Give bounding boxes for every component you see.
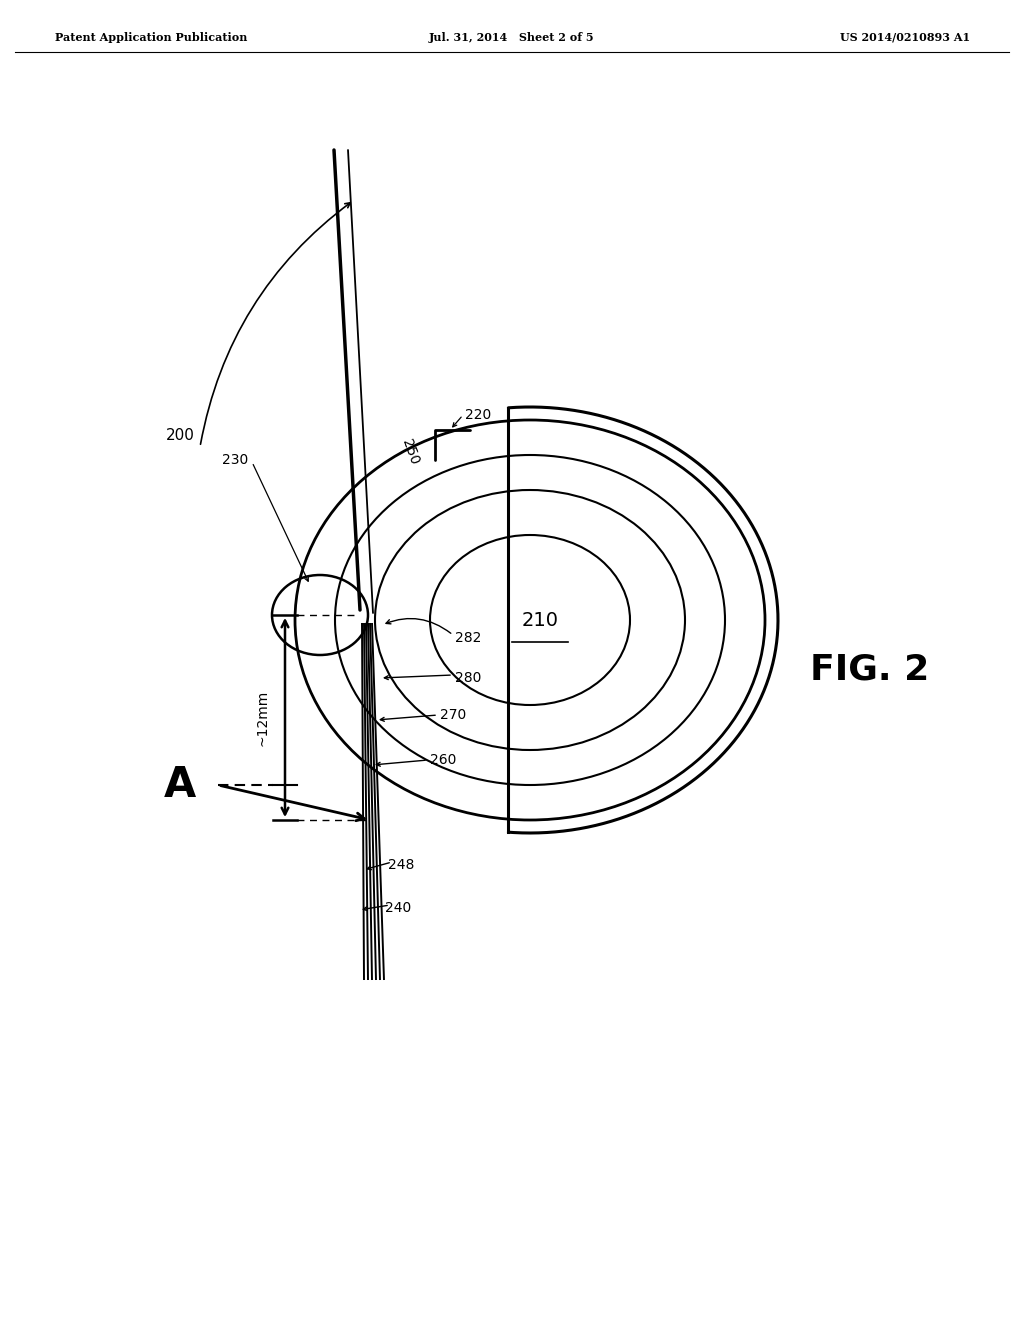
Text: Patent Application Publication: Patent Application Publication [55, 32, 248, 44]
Text: Jul. 31, 2014   Sheet 2 of 5: Jul. 31, 2014 Sheet 2 of 5 [429, 32, 595, 44]
Text: 200: 200 [166, 428, 195, 442]
Text: 260: 260 [430, 752, 457, 767]
Text: 248: 248 [388, 858, 415, 873]
Text: 240: 240 [385, 902, 412, 915]
Text: FIG. 2: FIG. 2 [810, 653, 929, 686]
Text: 250: 250 [399, 437, 421, 467]
Text: 210: 210 [521, 610, 558, 630]
Text: 220: 220 [465, 408, 492, 422]
Text: 270: 270 [440, 708, 466, 722]
Text: 230: 230 [222, 453, 248, 467]
Text: ~12mm: ~12mm [256, 689, 270, 746]
Text: A: A [164, 764, 197, 807]
Text: 280: 280 [455, 671, 481, 685]
Text: 282: 282 [455, 631, 481, 645]
Text: US 2014/0210893 A1: US 2014/0210893 A1 [840, 32, 970, 44]
